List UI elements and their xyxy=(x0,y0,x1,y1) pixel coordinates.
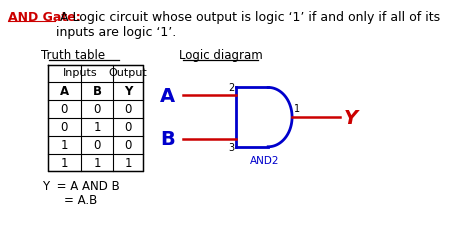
Text: Logic diagram: Logic diagram xyxy=(179,49,262,62)
Text: A: A xyxy=(60,85,69,98)
Text: 0: 0 xyxy=(124,120,132,134)
Text: 3: 3 xyxy=(229,142,235,152)
Text: 1: 1 xyxy=(294,104,300,114)
Text: Output: Output xyxy=(108,67,148,77)
Text: 0: 0 xyxy=(61,103,68,116)
Text: 0: 0 xyxy=(124,138,132,151)
Text: 0: 0 xyxy=(124,103,132,116)
Text: 1: 1 xyxy=(93,120,101,134)
Text: 1: 1 xyxy=(61,138,68,151)
Text: 2: 2 xyxy=(229,83,235,93)
Text: Y: Y xyxy=(344,108,358,127)
Text: 0: 0 xyxy=(93,103,101,116)
Text: = A.B: = A.B xyxy=(64,194,98,206)
Text: Y: Y xyxy=(124,85,132,98)
Text: 1: 1 xyxy=(93,156,101,169)
Text: B: B xyxy=(92,85,101,98)
Text: AND2: AND2 xyxy=(249,155,279,165)
Text: Inputs: Inputs xyxy=(63,67,98,77)
Text: A: A xyxy=(160,86,175,105)
Text: AND Gate:: AND Gate: xyxy=(8,11,81,24)
Text: B: B xyxy=(160,130,175,149)
Text: 1: 1 xyxy=(124,156,132,169)
Text: Truth table: Truth table xyxy=(41,49,105,62)
Text: 0: 0 xyxy=(93,138,101,151)
Text: Y  = A AND B: Y = A AND B xyxy=(42,180,120,193)
Text: 0: 0 xyxy=(61,120,68,134)
Text: 1: 1 xyxy=(61,156,68,169)
Text: A Logic circuit whose output is logic ‘1’ if and only if all of its
inputs are l: A Logic circuit whose output is logic ‘1… xyxy=(56,11,441,39)
